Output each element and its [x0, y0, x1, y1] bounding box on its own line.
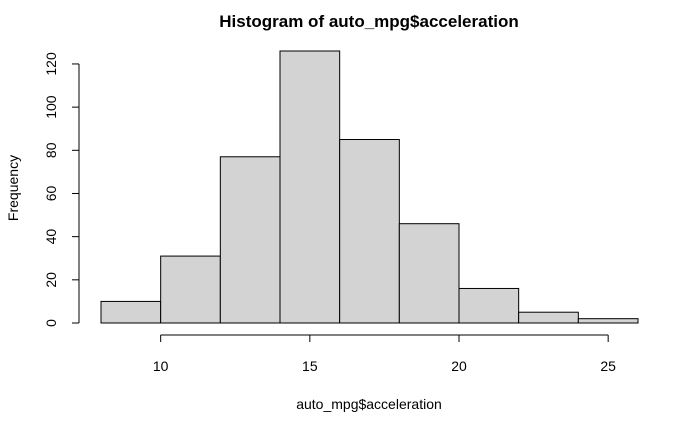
histogram-bar-8: [577, 318, 639, 324]
y-tick-label: 40: [43, 229, 59, 245]
x-tick-label: 20: [451, 358, 467, 374]
histogram-bar-4: [339, 139, 400, 324]
histogram-bar-7: [518, 311, 579, 324]
histogram-bar-2: [219, 156, 281, 324]
y-tick-label: 100: [43, 95, 59, 119]
histogram-bar-0: [100, 300, 162, 324]
histogram-bar-3: [279, 50, 341, 324]
y-tick-label: 80: [43, 142, 59, 158]
histogram-bar-6: [458, 287, 520, 324]
chart-title: Histogram of auto_mpg$acceleration: [219, 12, 518, 31]
histogram-bar-5: [398, 223, 460, 324]
y-axis: 0 20 40 60 80 100 120: [43, 52, 80, 327]
y-tick-label: 20: [43, 272, 59, 288]
y-tick-label: 60: [43, 185, 59, 201]
x-tick-label: 10: [153, 358, 169, 374]
y-axis-label: Frequency: [5, 155, 21, 221]
x-axis-label: auto_mpg$acceleration: [296, 396, 442, 412]
histogram-bar-1: [160, 255, 221, 324]
bars-layer: [100, 50, 639, 324]
y-tick-label: 120: [43, 52, 59, 76]
y-tick-label: 0: [43, 319, 59, 327]
x-axis: 10 15 20 25: [153, 334, 616, 374]
x-tick-label: 25: [600, 358, 616, 374]
x-tick-label: 15: [302, 358, 318, 374]
